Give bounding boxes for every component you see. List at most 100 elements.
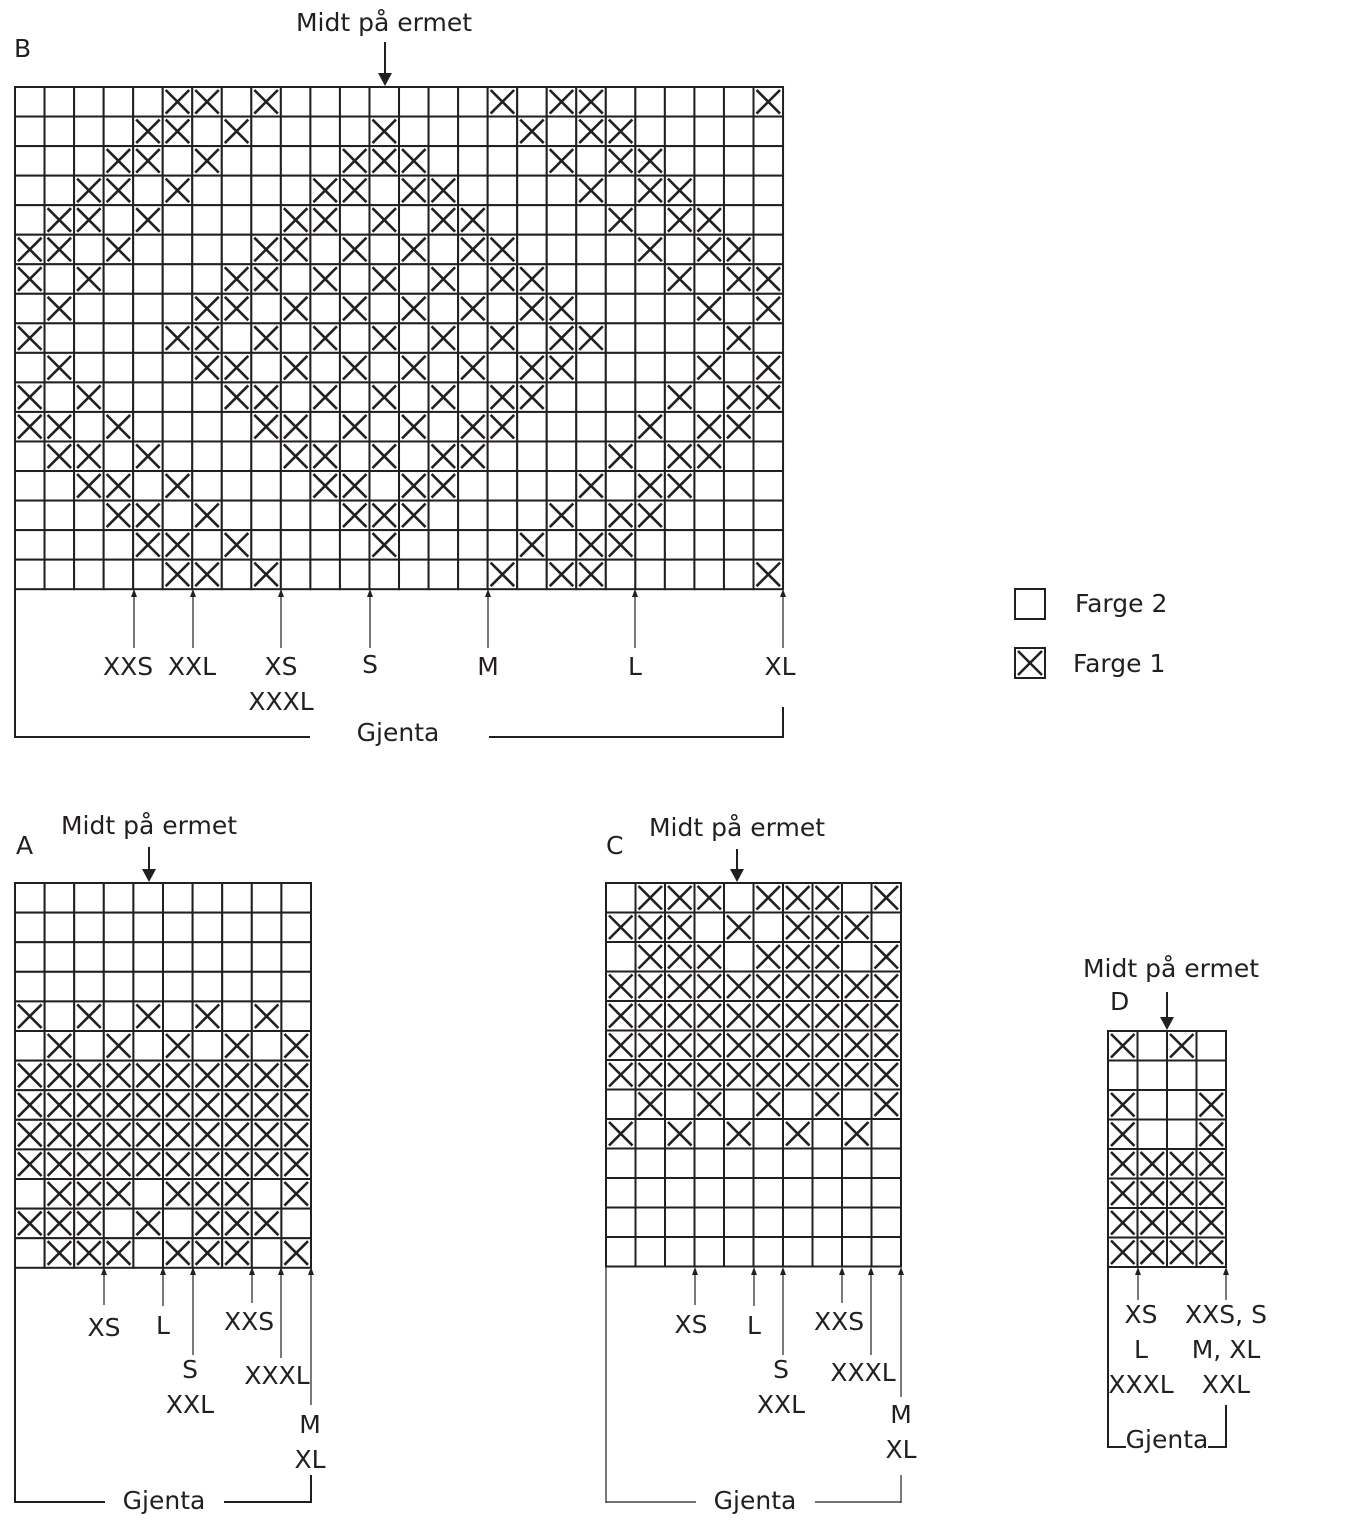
cross-stroke xyxy=(489,266,516,292)
cross-stroke xyxy=(1139,1239,1165,1265)
chart-cell-farge2 xyxy=(191,263,223,295)
chart-cell-farge2 xyxy=(191,911,224,944)
chart-cell-farge2 xyxy=(102,558,135,591)
chart-cell-farge2 xyxy=(14,941,46,973)
chart-cell-farge2 xyxy=(427,529,460,561)
cross-stroke xyxy=(755,944,781,970)
cross-stroke xyxy=(1110,1210,1136,1236)
chart-cell-farge2 xyxy=(841,1206,873,1238)
size-label: XXS xyxy=(813,1307,865,1336)
chart-cell-farge2 xyxy=(338,381,371,413)
chart-cell-farge2 xyxy=(663,558,696,591)
cross-stroke xyxy=(1110,1151,1136,1177)
chart-cell-farge2 xyxy=(338,115,371,148)
arrow-down-icon xyxy=(142,869,156,882)
chart-cell-farge2 xyxy=(722,204,755,236)
chart-cell-farge2 xyxy=(14,174,46,207)
chart-cell-farge2 xyxy=(132,1237,164,1269)
cross-stroke xyxy=(194,1003,221,1029)
cross-stroke xyxy=(637,973,663,999)
cross-stroke xyxy=(873,1091,899,1117)
cross-stroke xyxy=(283,1151,309,1177)
chart-cell-farge2 xyxy=(14,115,46,148)
chart-cell-farge2 xyxy=(368,292,401,325)
cross-stroke xyxy=(814,914,840,940)
chart-cell-farge2 xyxy=(102,911,135,944)
chart-cell-farge2 xyxy=(1195,1030,1227,1062)
chart-cell-farge2 xyxy=(722,115,755,148)
chart-cell-farge2 xyxy=(309,233,341,266)
cross-stroke xyxy=(17,1151,43,1177)
chart-cell-farge2 xyxy=(132,470,164,502)
chart-cell-farge2 xyxy=(161,204,194,236)
legend-farge1-label: Farge 1 xyxy=(1073,649,1166,678)
chart-cell-farge2 xyxy=(427,292,460,325)
cross-stroke xyxy=(46,236,72,263)
size-label: M xyxy=(299,1410,321,1439)
cross-stroke xyxy=(1017,650,1043,676)
cross-stroke xyxy=(135,207,161,233)
chart-cell-farge2 xyxy=(280,941,312,973)
size-label: XXL xyxy=(756,1390,806,1419)
chart-cell-farge2 xyxy=(516,440,548,473)
chart-cell-farge2 xyxy=(664,1147,696,1179)
cross-stroke xyxy=(164,118,191,144)
chart-cell-farge2 xyxy=(457,381,489,413)
cross-stroke xyxy=(637,177,663,204)
chart-cell-farge2 xyxy=(604,351,637,384)
cross-stroke xyxy=(637,944,663,970)
chart-cell-farge2 xyxy=(14,1237,46,1269)
chart-cell-farge2 xyxy=(575,381,607,413)
chart-cell-farge2 xyxy=(486,204,519,236)
cross-stroke xyxy=(46,414,72,440)
chart-cell-farge2 xyxy=(250,204,282,236)
chart-cell-farge2 xyxy=(427,410,460,443)
cross-stroke xyxy=(844,1003,870,1029)
chart-cell-farge2 xyxy=(191,115,223,148)
chart-cell-farge2 xyxy=(250,440,282,473)
chart-cell-farge2 xyxy=(250,145,282,177)
cross-stroke xyxy=(283,1062,309,1089)
chart-cell-farge2 xyxy=(604,86,637,118)
cross-stroke xyxy=(1110,1092,1136,1118)
chart-cell-farge2 xyxy=(457,145,489,177)
cross-stroke xyxy=(401,148,427,174)
cross-stroke xyxy=(726,266,752,292)
chart-cell-farge2 xyxy=(722,529,755,561)
chart-cell-farge2 xyxy=(43,381,76,413)
chart-cell-farge2 xyxy=(1195,1059,1227,1091)
chart-cell-farge2 xyxy=(575,292,607,325)
cross-stroke xyxy=(696,1062,722,1088)
cross-stroke xyxy=(253,236,279,263)
chart-cell-farge2 xyxy=(250,1178,283,1210)
size-label: XXL xyxy=(167,652,217,681)
arrow-up-icon xyxy=(632,589,638,597)
chart-cell-farge2 xyxy=(752,1177,784,1209)
chart-a-repeat-label: Gjenta xyxy=(122,1486,206,1515)
chart-cell-farge2 xyxy=(634,86,666,118)
arrow-up-icon xyxy=(692,1267,698,1275)
chart-cell-farge2 xyxy=(279,322,312,354)
chart-cell-farge2 xyxy=(309,558,341,591)
chart-cell-farge2 xyxy=(14,86,46,118)
cross-stroke xyxy=(253,1121,280,1148)
chart-b-repeat-label: Gjenta xyxy=(356,718,440,747)
cross-stroke xyxy=(165,1151,191,1177)
chart-cell-farge2 xyxy=(516,233,548,266)
chart-cell-farge2 xyxy=(162,970,194,1003)
chart-cell-farge2 xyxy=(575,499,607,532)
cross-stroke xyxy=(371,532,397,558)
cross-stroke xyxy=(785,914,811,940)
cross-stroke xyxy=(401,354,427,381)
chart-cell-farge2 xyxy=(664,1088,696,1120)
chart-cell-farge2 xyxy=(604,263,637,295)
cross-stroke xyxy=(755,1062,781,1088)
cross-stroke xyxy=(696,354,722,381)
chart-cell-farge2 xyxy=(634,263,666,295)
arrow-down-icon xyxy=(730,869,744,882)
chart-cell-farge2 xyxy=(220,322,253,354)
size-label: L xyxy=(156,1311,170,1340)
chart-cell-farge2 xyxy=(250,970,283,1003)
chart-cell-farge2 xyxy=(427,499,460,532)
chart-cell-farge2 xyxy=(427,351,460,384)
